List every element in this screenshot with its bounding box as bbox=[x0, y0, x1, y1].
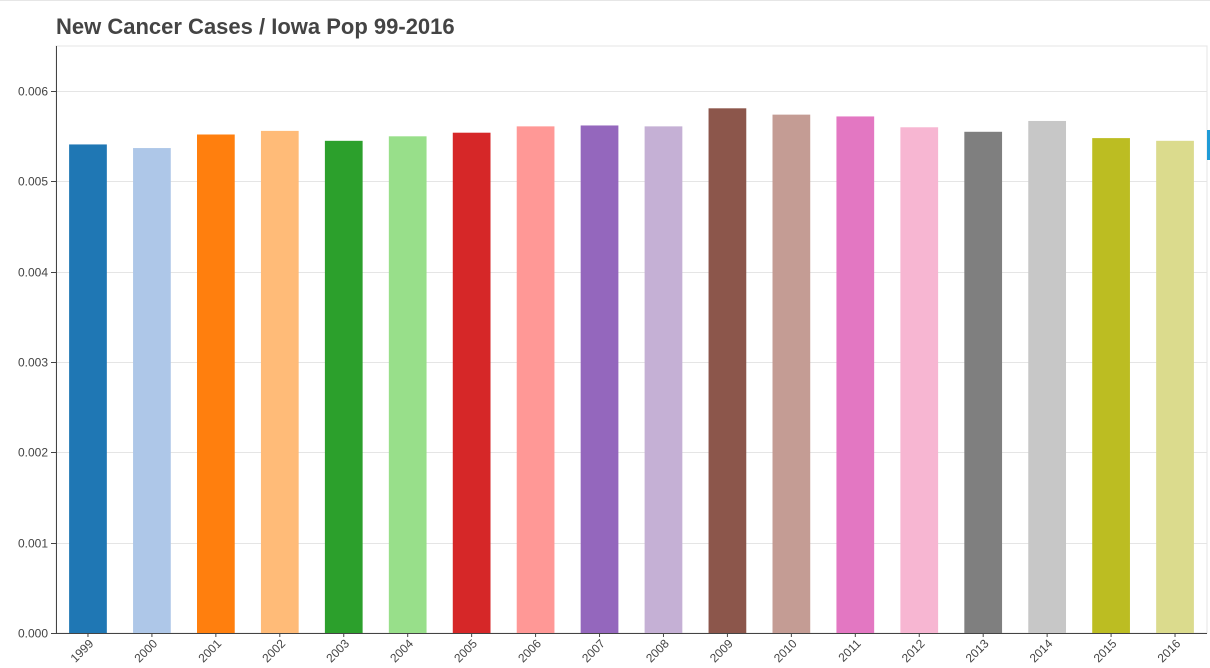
x-tick-label: 2015 bbox=[1091, 636, 1120, 665]
chart-title: New Cancer Cases / Iowa Pop 99-2016 bbox=[56, 14, 455, 39]
x-tick-label: 2005 bbox=[451, 636, 480, 665]
bar-2011 bbox=[836, 116, 875, 633]
x-tick-label: 2012 bbox=[899, 636, 928, 665]
x-tick-label: 1999 bbox=[68, 636, 97, 665]
top-divider bbox=[0, 0, 1210, 1]
x-tick-labels: 1999 2000 2001 2002 2003 2004 2005 2006 2007 2008… bbox=[68, 636, 1184, 665]
x-tick-label: 2009 bbox=[707, 636, 736, 665]
x-tick-label: 2007 bbox=[579, 636, 608, 665]
bar-2007 bbox=[580, 125, 619, 633]
bar-2012 bbox=[900, 127, 939, 633]
bar-2000 bbox=[133, 148, 171, 634]
x-tick-label: 2014 bbox=[1027, 636, 1056, 665]
x-tick-label: 2000 bbox=[131, 636, 160, 665]
bar-2005 bbox=[452, 132, 491, 633]
bar-2015 bbox=[1092, 138, 1130, 634]
x-tick-label: 2008 bbox=[643, 636, 672, 665]
y-tick-label: 0.006 bbox=[18, 85, 48, 99]
y-tick-label: 0.003 bbox=[18, 356, 48, 370]
bar-2003 bbox=[324, 140, 363, 633]
x-tick-label: 2004 bbox=[387, 636, 416, 665]
bar-2002 bbox=[260, 130, 299, 633]
x-tick-label: 2011 bbox=[836, 636, 864, 664]
x-tick-label: 2010 bbox=[771, 636, 800, 665]
bar-2016 bbox=[1156, 140, 1194, 633]
bar-2008 bbox=[644, 126, 683, 634]
bar-2014 bbox=[1028, 120, 1067, 633]
bar-2001 bbox=[197, 134, 235, 633]
bar-2006 bbox=[516, 126, 555, 634]
y-tick-label: 0.002 bbox=[18, 446, 48, 460]
bars bbox=[69, 108, 1194, 634]
y-tick-label: 0.005 bbox=[18, 175, 48, 189]
bar-2010 bbox=[772, 114, 811, 633]
bar-1999 bbox=[69, 144, 107, 633]
x-tick-label: 2013 bbox=[963, 636, 992, 665]
bar-2013 bbox=[964, 131, 1003, 634]
y-tick-label: 0.000 bbox=[18, 627, 48, 641]
y-tick-labels: 0.000 0.001 0.002 0.003 0.004 0.005 0.006 bbox=[18, 85, 48, 641]
x-tick-label: 2006 bbox=[515, 636, 544, 665]
y-tick-label: 0.001 bbox=[18, 537, 48, 551]
x-tick-label: 2001 bbox=[195, 636, 224, 665]
y-tick-label: 0.004 bbox=[18, 266, 48, 280]
x-tick-label: 2016 bbox=[1155, 636, 1184, 665]
x-tick-label: 2003 bbox=[323, 636, 352, 665]
bar-2004 bbox=[388, 136, 427, 633]
axes bbox=[51, 46, 1207, 637]
x-tick-label: 2002 bbox=[259, 636, 288, 665]
bar-2009 bbox=[708, 108, 747, 633]
scroll-indicator[interactable] bbox=[1207, 130, 1210, 160]
